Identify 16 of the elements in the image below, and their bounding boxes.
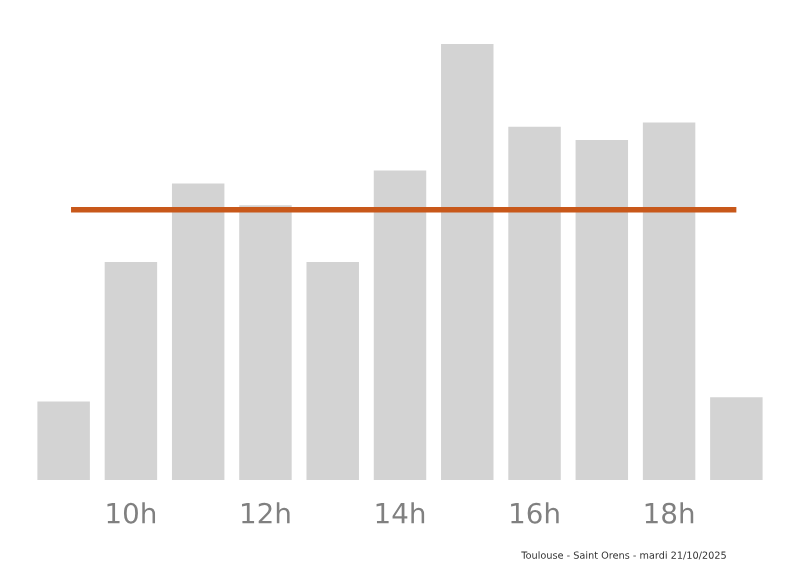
bar: [642, 122, 696, 480]
x-tick-label: 18h: [645, 502, 694, 524]
bar: [710, 397, 763, 480]
x-tick-label: 16h: [511, 502, 559, 524]
bar: [37, 401, 90, 480]
bar: [306, 262, 359, 480]
x-tick-label: 12h: [242, 502, 290, 524]
bar: [373, 170, 427, 480]
bar: [575, 139, 629, 480]
bar: [239, 205, 292, 480]
x-tick-label: 10h: [107, 502, 156, 524]
bar: [441, 44, 494, 480]
bar: [171, 183, 225, 480]
bar: [508, 126, 561, 480]
x-tick-label: 14h: [376, 502, 425, 524]
bar: [104, 262, 158, 480]
